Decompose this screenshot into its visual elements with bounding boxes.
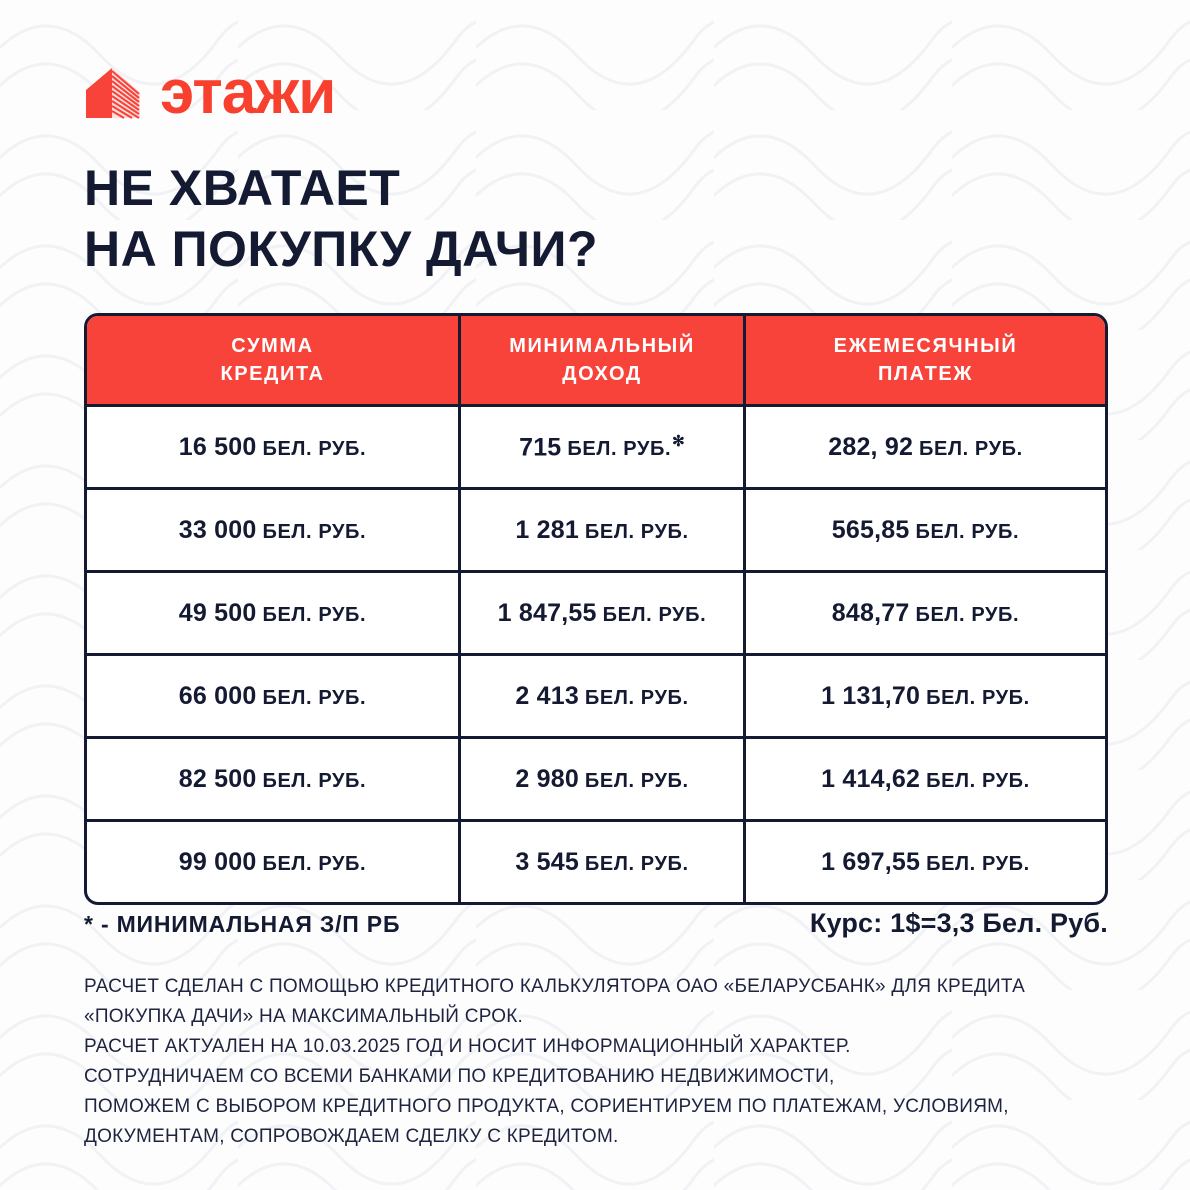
loan-amount-value: 99 000	[178, 847, 257, 876]
monthly-payment-value: 1 414,62	[821, 764, 921, 793]
min-income-currency: бел. руб.	[602, 603, 707, 626]
loan-amount-currency: бел. руб.	[262, 603, 367, 626]
column-header-monthly-payment-line1: ЕЖЕМЕСЯЧНЫЙ	[833, 334, 1018, 357]
cell-min-income: 715 бел. руб.✻	[458, 407, 743, 487]
min-income-currency: бел. руб.	[584, 769, 689, 792]
table-row: 49 500 бел. руб. 1 847,55 бел. руб. 848,77…	[87, 570, 1105, 653]
monthly-payment-value: 1 697,55	[821, 847, 921, 876]
monthly-payment-currency: бел. руб.	[926, 852, 1030, 875]
loan-amount-currency: бел. руб.	[262, 852, 367, 875]
monthly-payment-currency: бел. руб.	[915, 603, 1020, 626]
table-row: 99 000 бел. руб. 3 545 бел. руб. 1 697,55 б…	[87, 819, 1105, 902]
table-row: 66 000 бел. руб. 2 413 бел. руб. 1 131,70 б…	[87, 653, 1105, 736]
table-row: 16 500 бел. руб. 715 бел. руб.✻ 282, 92 бел…	[87, 404, 1105, 487]
cell-monthly-payment: 282, 92 бел. руб.	[743, 407, 1105, 487]
cell-monthly-payment: 565,85 бел. руб.	[743, 490, 1105, 570]
column-header-min-income-line1: МИНИМАЛЬНЫЙ	[509, 334, 695, 357]
table-row: 33 000 бел. руб. 1 281 бел. руб. 565,85 бел…	[87, 487, 1105, 570]
monthly-payment-currency: бел. руб.	[919, 437, 1023, 460]
loan-amount-currency: бел. руб.	[262, 520, 367, 543]
cell-loan-amount: 82 500 бел. руб.	[87, 739, 458, 819]
cell-monthly-payment: 1 131,70 бел. руб.	[743, 656, 1105, 736]
monthly-payment-currency: бел. руб.	[915, 520, 1020, 543]
brand-name: этажи	[160, 58, 336, 127]
disclaimer-line-3: РАСЧЕТ АКТУАЛЕН НА 10.03.2025 ГОД И НОСИ…	[84, 1036, 851, 1058]
cell-loan-amount: 99 000 бел. руб.	[87, 822, 458, 902]
column-header-monthly-payment: ЕЖЕМЕСЯЧНЫЙ ПЛАТЕЖ	[743, 316, 1105, 404]
loan-amount-currency: бел. руб.	[262, 769, 367, 792]
loan-amount-value: 16 500	[178, 432, 257, 461]
disclaimer-text: РАСЧЕТ СДЕЛАН С ПОМОЩЬЮ КРЕДИТНОГО КАЛЬК…	[84, 972, 1124, 1152]
min-income-value: 1 847,55	[497, 598, 597, 627]
monthly-payment-value: 848,77	[831, 598, 910, 627]
monthly-payment-currency: бел. руб.	[926, 686, 1030, 709]
cell-monthly-payment: 1 414,62 бел. руб.	[743, 739, 1105, 819]
cell-min-income: 3 545 бел. руб.	[458, 822, 743, 902]
loan-amount-value: 49 500	[178, 598, 257, 627]
min-income-currency: бел. руб.	[584, 852, 689, 875]
footnote-text: * - МИНИМАЛЬНАЯ З/П РБ	[84, 911, 401, 937]
table-header-row: СУММА КРЕДИТА МИНИМАЛЬНЫЙ ДОХОД ЕЖЕМЕСЯЧ…	[87, 316, 1105, 404]
monthly-payment-value: 282, 92	[828, 432, 914, 461]
disclaimer-line-4: СОТРУДНИЧАЕМ СО ВСЕМИ БАНКАМИ ПО КРЕДИТО…	[84, 1066, 835, 1088]
min-income-value: 3 545	[515, 847, 579, 876]
notes-row: * - МИНИМАЛЬНАЯ З/П РБ Курс: 1$=3,3 Бел.…	[84, 908, 1108, 939]
column-header-loan-amount-line2: КРЕДИТА	[220, 363, 325, 385]
cell-loan-amount: 49 500 бел. руб.	[87, 573, 458, 653]
cell-monthly-payment: 1 697,55 бел. руб.	[743, 822, 1105, 902]
disclaimer-line-6: ДОКУМЕНТАМ, СОПРОВОЖДАЕМ СДЕЛКУ С КРЕДИТ…	[84, 1126, 619, 1148]
cell-min-income: 2 413 бел. руб.	[458, 656, 743, 736]
min-income-value: 2 980	[515, 764, 579, 793]
column-header-min-income-line2: ДОХОД	[562, 363, 642, 385]
building-icon	[86, 68, 140, 119]
min-income-currency: бел. руб.	[584, 520, 689, 543]
table-row: 82 500 бел. руб. 2 980 бел. руб. 1 414,62 б…	[87, 736, 1105, 819]
cell-loan-amount: 16 500 бел. руб.	[87, 407, 458, 487]
cell-min-income: 2 980 бел. руб.	[458, 739, 743, 819]
min-income-currency: бел. руб.	[567, 438, 672, 461]
column-header-min-income: МИНИМАЛЬНЫЙ ДОХОД	[458, 316, 743, 404]
column-header-monthly-payment-line2: ПЛАТЕЖ	[877, 363, 974, 385]
disclaimer-line-1: РАСЧЕТ СДЕЛАН С ПОМОЩЬЮ КРЕДИТНОГО КАЛЬК…	[84, 976, 1026, 997]
loan-amount-value: 66 000	[178, 681, 257, 710]
disclaimer-line-5: ПОМОЖЕМ С ВЫБОРОМ КРЕДИТНОГО ПРОДУКТА, С…	[84, 1096, 1009, 1118]
cell-loan-amount: 66 000 бел. руб.	[87, 656, 458, 736]
exchange-rate-text: Курс: 1$=3,3 Бел. Руб.	[809, 908, 1108, 938]
min-income-currency: бел. руб.	[584, 686, 689, 709]
cell-min-income: 1 281 бел. руб.	[458, 490, 743, 570]
page-title: НЕ ХВАТАЕТ НА ПОКУПКУ ДАЧИ?	[84, 158, 598, 280]
cell-monthly-payment: 848,77 бел. руб.	[743, 573, 1105, 653]
disclaimer-line-2: «ПОКУПКА ДАЧИ» НА МАКСИМАЛЬНЫЙ СРОК.	[84, 1006, 524, 1028]
loan-amount-value: 82 500	[178, 764, 257, 793]
loan-amount-currency: бел. руб.	[262, 437, 367, 460]
min-income-value: 1 281	[515, 515, 579, 544]
credit-table: СУММА КРЕДИТА МИНИМАЛЬНЫЙ ДОХОД ЕЖЕМЕСЯЧ…	[84, 313, 1108, 905]
min-income-value: 2 413	[515, 681, 579, 710]
headline-line-2: НА ПОКУПКУ ДАЧИ?	[84, 221, 599, 277]
column-header-loan-amount: СУММА КРЕДИТА	[87, 316, 458, 404]
loan-amount-value: 33 000	[178, 515, 257, 544]
monthly-payment-value: 565,85	[831, 515, 910, 544]
cell-loan-amount: 33 000 бел. руб.	[87, 490, 458, 570]
footnote-marker-icon: ✻	[672, 432, 685, 450]
min-income-value: 715	[519, 433, 562, 462]
monthly-payment-currency: бел. руб.	[926, 769, 1030, 792]
brand-logo[interactable]: этажи	[82, 58, 336, 127]
headline-line-1: НЕ ХВАТАЕТ	[84, 160, 401, 216]
loan-amount-currency: бел. руб.	[262, 686, 367, 709]
monthly-payment-value: 1 131,70	[821, 681, 921, 710]
cell-min-income: 1 847,55 бел. руб.	[458, 573, 743, 653]
column-header-loan-amount-line1: СУММА	[231, 334, 314, 357]
